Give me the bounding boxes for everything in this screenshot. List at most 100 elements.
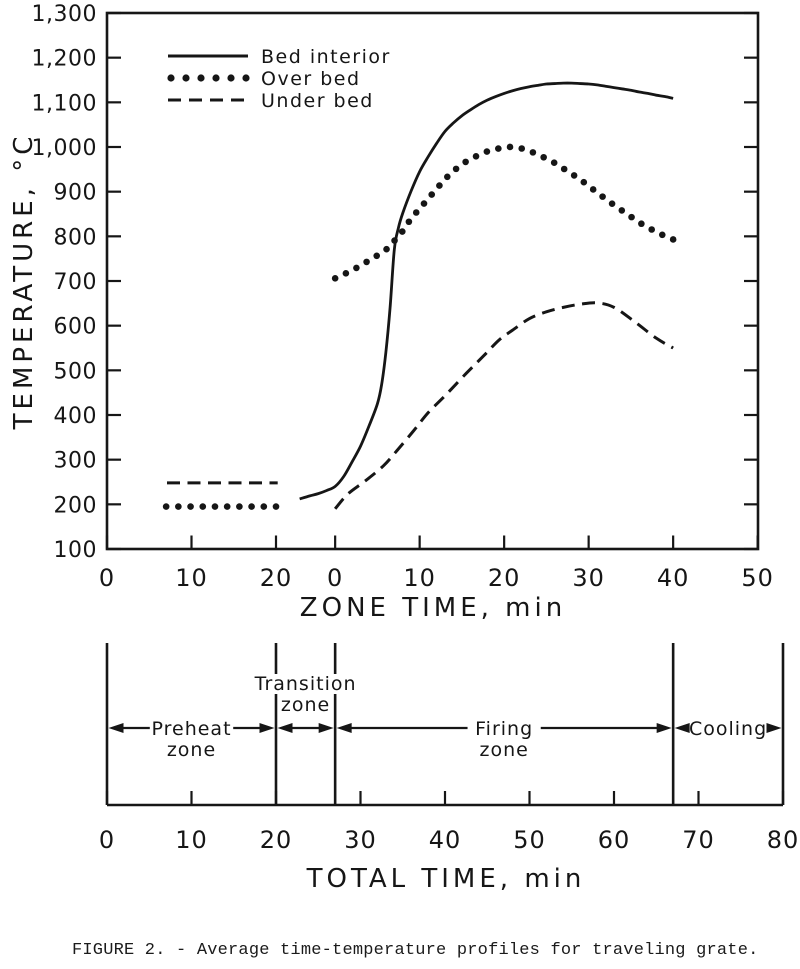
series-dot: [638, 220, 645, 228]
y-tick-label: 100: [54, 538, 98, 563]
y-tick-label: 300: [54, 449, 98, 474]
series-dot: [599, 193, 606, 200]
total-time-tick-label: 0: [99, 826, 115, 854]
series-dot: [260, 503, 268, 510]
x-tick-label: 0: [327, 564, 343, 592]
arrowhead: [277, 723, 293, 733]
series-dot: [589, 186, 597, 193]
legend-sample-dot: [182, 74, 190, 82]
arrowhead: [318, 723, 334, 733]
total-time-tick-label: 20: [260, 826, 293, 854]
x-tick-label: 10: [175, 564, 208, 592]
series-dot: [428, 191, 436, 198]
zone-diagram: 0 10 20 30 40 50 60 70 80PreheatzoneTransitionzo…: [99, 643, 800, 894]
zone-label-bg: [252, 674, 359, 694]
series-path-dashed: [333, 301, 674, 510]
temperature-chart: 1002003004005006007008009001,0001,1001,2…: [9, 2, 774, 623]
total-time-tick-label: 80: [767, 826, 800, 854]
zone-label: Firing: [475, 718, 533, 740]
total-time-tick-label: 50: [513, 826, 546, 854]
series-dot: [272, 503, 280, 510]
series-dot: [518, 145, 526, 152]
series-dot: [405, 218, 413, 226]
x-axis-title: ZONE TIME, min: [300, 593, 566, 623]
series-dot: [550, 159, 558, 166]
arrowhead: [766, 723, 782, 733]
total-time-axis-title: TOTAL TIME, min: [306, 864, 586, 894]
total-time-tick-label: 60: [598, 826, 631, 854]
y-tick-label: 400: [54, 404, 98, 429]
x-tick-label: 50: [741, 564, 774, 592]
zone-cooling: Cooling: [674, 718, 782, 740]
series-dot: [391, 237, 398, 244]
x-tick-label: 40: [657, 564, 690, 592]
zone-label: zone: [281, 694, 330, 716]
total-time-tick-label: 70: [682, 826, 715, 854]
x-tick-label: 30: [572, 564, 605, 592]
legend-label: Over bed: [261, 68, 361, 90]
zone-label: zone: [479, 739, 528, 761]
series-dot: [608, 200, 616, 207]
series-dot: [580, 178, 588, 186]
series-dot: [162, 503, 170, 510]
series-dot: [570, 172, 578, 179]
legend-item: Under bed: [168, 90, 374, 112]
series-dot: [483, 148, 491, 155]
zone-label: Transition: [254, 673, 357, 695]
legend-sample-dot: [197, 74, 205, 82]
series-dot: [648, 226, 655, 233]
arrowhead: [674, 723, 690, 733]
zone-label: Preheat: [151, 718, 231, 740]
series-dot: [529, 149, 537, 156]
legend-sample-dot: [212, 74, 220, 82]
legend-item: Over bed: [167, 68, 361, 90]
series-dot: [248, 503, 255, 510]
series-dot: [444, 173, 451, 181]
arrowhead: [656, 723, 672, 733]
figure-caption: FIGURE 2. - Average time-temperature pro…: [72, 941, 759, 960]
series-over-bed: [162, 143, 677, 510]
y-tick-label: 1,100: [32, 91, 97, 116]
y-tick-label: 600: [54, 315, 98, 340]
series-under-bed: [166, 301, 674, 510]
series-dot: [560, 165, 568, 173]
legend-sample-dot: [167, 74, 175, 82]
y-tick-label: 900: [54, 181, 98, 206]
series-dot: [398, 228, 406, 235]
series-dot: [175, 503, 182, 510]
y-tick-label: 200: [54, 493, 98, 518]
series-dot: [236, 503, 243, 510]
legend-label: Under bed: [261, 90, 374, 112]
series-dot: [187, 503, 194, 510]
y-tick-label: 800: [54, 225, 98, 250]
total-time-tick-label: 40: [429, 826, 462, 854]
series-dot: [540, 153, 547, 161]
plot-border: [105, 11, 760, 551]
series-dot: [658, 231, 666, 239]
x-tick-label: 0: [99, 564, 115, 592]
series-dot: [472, 152, 480, 160]
y-tick-label: 500: [54, 359, 98, 384]
total-time-tick-label: 30: [344, 826, 377, 854]
zone-label-bg: [283, 695, 328, 715]
series-path-solid: [299, 81, 674, 501]
series-dot: [353, 264, 360, 272]
series-dot: [506, 143, 514, 151]
y-tick-label: 1,200: [32, 47, 97, 72]
zone-label: Cooling: [689, 718, 767, 740]
x-tick-label: 20: [260, 564, 293, 592]
series-bed-interior: [299, 81, 674, 501]
series-dot: [363, 258, 370, 266]
series-dot: [342, 270, 350, 277]
legend-label: Bed interior: [261, 46, 391, 68]
legend-sample-dot: [242, 74, 250, 82]
series-dot: [452, 165, 460, 173]
series-dot: [199, 503, 207, 510]
y-axis-title: TEMPERATURE, °C: [9, 133, 39, 431]
series-dot: [669, 236, 677, 243]
series-dot: [495, 145, 502, 152]
